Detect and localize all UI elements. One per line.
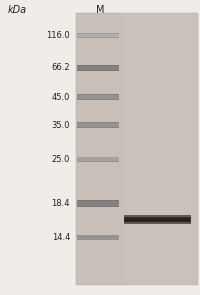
- Bar: [77, 161, 119, 162]
- Bar: [77, 99, 119, 100]
- Bar: [77, 235, 119, 240]
- Text: 14.4: 14.4: [52, 233, 70, 242]
- Bar: [122, 13, 198, 285]
- Bar: [77, 65, 119, 71]
- Text: 66.2: 66.2: [51, 63, 70, 72]
- Bar: [77, 70, 119, 71]
- Text: 35.0: 35.0: [52, 121, 70, 130]
- Text: 116.0: 116.0: [46, 31, 70, 40]
- Bar: [77, 200, 119, 201]
- Bar: [76, 13, 198, 285]
- Bar: [77, 157, 119, 162]
- Bar: [77, 127, 119, 128]
- Bar: [77, 33, 119, 34]
- Bar: [77, 200, 119, 207]
- Text: M: M: [96, 5, 104, 15]
- Bar: [124, 222, 191, 224]
- Text: 18.4: 18.4: [52, 199, 70, 208]
- Text: kDa: kDa: [8, 5, 27, 15]
- Bar: [124, 215, 191, 224]
- Bar: [77, 37, 119, 38]
- Bar: [77, 157, 119, 158]
- Bar: [125, 218, 190, 222]
- Text: 45.0: 45.0: [52, 93, 70, 102]
- Bar: [77, 94, 119, 95]
- Bar: [77, 122, 119, 123]
- Bar: [77, 94, 119, 100]
- Bar: [77, 206, 119, 207]
- Text: 25.0: 25.0: [52, 155, 70, 164]
- Bar: [77, 33, 119, 38]
- Bar: [124, 215, 191, 217]
- Bar: [77, 122, 119, 128]
